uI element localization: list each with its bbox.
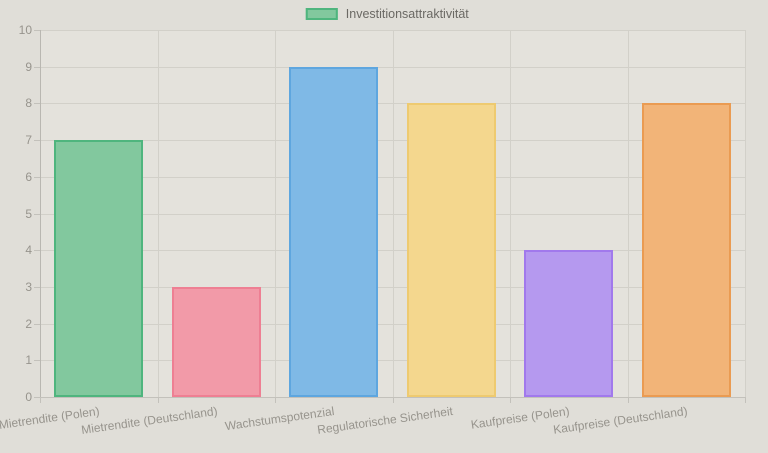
bar-5[interactable] <box>641 103 731 397</box>
y-axis-tick <box>34 250 40 252</box>
bar-0[interactable] <box>54 140 144 397</box>
x-axis-tick <box>627 397 629 403</box>
vertical-gridline <box>392 30 394 397</box>
y-axis-tick-label: 4 <box>25 243 32 258</box>
y-axis-tick-label: 1 <box>25 353 32 368</box>
y-axis-tick <box>34 286 40 288</box>
vertical-gridline <box>275 30 276 397</box>
bar-2[interactable] <box>289 66 379 397</box>
x-axis-tick <box>275 397 276 403</box>
y-axis-tick <box>34 30 40 31</box>
x-axis-tick <box>157 397 159 403</box>
y-axis-tick <box>34 213 40 215</box>
y-axis-tick-label: 3 <box>25 279 32 294</box>
y-axis-tick-label: 2 <box>25 316 32 331</box>
vertical-gridline <box>745 30 746 397</box>
x-axis-category-label: Regulatorische Sicherheit <box>315 404 454 437</box>
x-axis-category-label: Kaufpreise (Deutschland) <box>552 404 689 437</box>
legend-swatch-icon <box>305 8 338 20</box>
y-axis-tick-label: 7 <box>25 133 32 148</box>
legend-label: Investitionsattraktivität <box>345 7 469 21</box>
x-axis-tick <box>40 397 41 403</box>
bar-1[interactable] <box>171 286 261 397</box>
y-axis-line <box>40 30 41 397</box>
y-axis-tick <box>34 397 40 398</box>
x-axis-tick <box>392 397 394 403</box>
y-axis-tick-label: 9 <box>25 59 32 74</box>
bar-3[interactable] <box>406 103 496 397</box>
y-axis-tick <box>34 176 40 178</box>
y-axis-tick <box>34 323 40 325</box>
y-axis-tick <box>34 360 40 362</box>
plot-area <box>40 30 746 398</box>
x-axis-category-label: Mietrendite (Deutschland) <box>80 404 219 437</box>
y-axis-tick-label: 0 <box>25 390 32 404</box>
y-axis-tick-label: 10 <box>18 23 32 37</box>
vertical-gridline <box>627 30 629 397</box>
x-axis-tick <box>510 397 511 403</box>
y-axis-tick-label: 8 <box>25 96 32 111</box>
y-axis-tick <box>34 103 40 105</box>
y-axis-tick <box>34 66 40 68</box>
bar-4[interactable] <box>524 250 614 397</box>
y-axis-tick-label: 6 <box>25 169 32 184</box>
y-axis-tick <box>34 140 40 142</box>
y-axis-tick-label: 5 <box>25 206 32 221</box>
vertical-gridline <box>510 30 511 397</box>
vertical-gridline <box>157 30 159 397</box>
x-axis-tick <box>745 397 746 403</box>
legend-item[interactable]: Investitionsattraktivität <box>305 7 469 21</box>
